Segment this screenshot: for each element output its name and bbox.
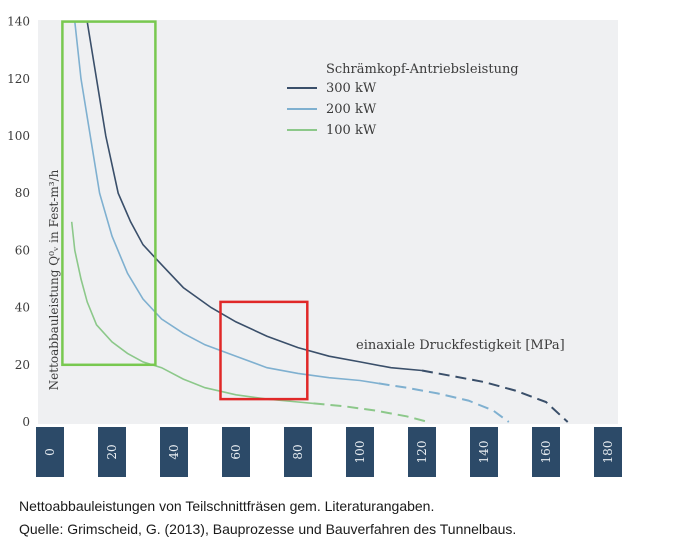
x-tick-label: 180 bbox=[601, 441, 615, 464]
legend-title: Schrämkopf-Antriebsleistung bbox=[326, 62, 519, 77]
legend-label: 200 kW bbox=[326, 102, 377, 117]
x-tick-box bbox=[160, 427, 188, 477]
series-line-solid bbox=[86, 21, 423, 372]
series-line-dashed bbox=[313, 402, 429, 423]
x-tick-label: 40 bbox=[167, 444, 181, 459]
legend: Schrämkopf-Antriebsleistung 300 kW 200 kW… bbox=[287, 62, 519, 138]
x-tick-label: 120 bbox=[415, 441, 429, 464]
y-axis-label: Nettoabbauleistung Q⁰ᵥ in Fest-m³/h bbox=[47, 169, 61, 390]
y-tick-label: 100 bbox=[7, 129, 30, 143]
y-tick-label: 80 bbox=[15, 186, 30, 200]
series-line-dashed bbox=[421, 369, 569, 423]
legend-label: 300 kW bbox=[326, 81, 377, 96]
y-tick-label: 40 bbox=[15, 301, 30, 315]
y-tick-label: 60 bbox=[15, 243, 30, 257]
legend-label: 100 kW bbox=[326, 123, 377, 138]
series-line-dashed bbox=[378, 382, 510, 423]
y-tick-label: 140 bbox=[7, 15, 30, 29]
x-tick-box bbox=[470, 427, 498, 477]
x-tick-box bbox=[408, 427, 436, 477]
x-tick-box bbox=[98, 427, 126, 477]
x-axis-label: einaxiale Druckfestigkeit [MPa] bbox=[356, 338, 565, 353]
x-tick-label: 140 bbox=[477, 441, 491, 464]
x-tick-label: 80 bbox=[291, 444, 305, 459]
x-tick-box bbox=[346, 427, 374, 477]
y-tick-label: 120 bbox=[7, 72, 30, 86]
y-tick-label: 0 bbox=[22, 415, 30, 429]
caption-line-1: Nettoabbauleistungen von Teilschnittfräs… bbox=[19, 498, 435, 514]
x-tick-label: 100 bbox=[353, 441, 367, 464]
series-line-solid bbox=[74, 21, 379, 385]
x-tick-box bbox=[284, 427, 312, 477]
x-tick-label: 60 bbox=[229, 444, 243, 459]
highlight-box bbox=[61, 20, 157, 367]
x-tick-box bbox=[532, 427, 560, 477]
x-tick-label: 160 bbox=[539, 441, 553, 464]
x-tick-box bbox=[36, 427, 64, 477]
x-tick-label: 0 bbox=[43, 448, 57, 456]
x-tick-label: 20 bbox=[105, 444, 119, 459]
series-line-solid bbox=[70, 221, 314, 405]
x-tick-box bbox=[594, 427, 622, 477]
caption-line-2: Quelle: Grimscheid, G. (2013), Bauprozes… bbox=[19, 521, 517, 537]
y-tick-label: 20 bbox=[15, 358, 30, 372]
x-tick-box bbox=[222, 427, 250, 477]
highlight-box bbox=[219, 300, 309, 401]
